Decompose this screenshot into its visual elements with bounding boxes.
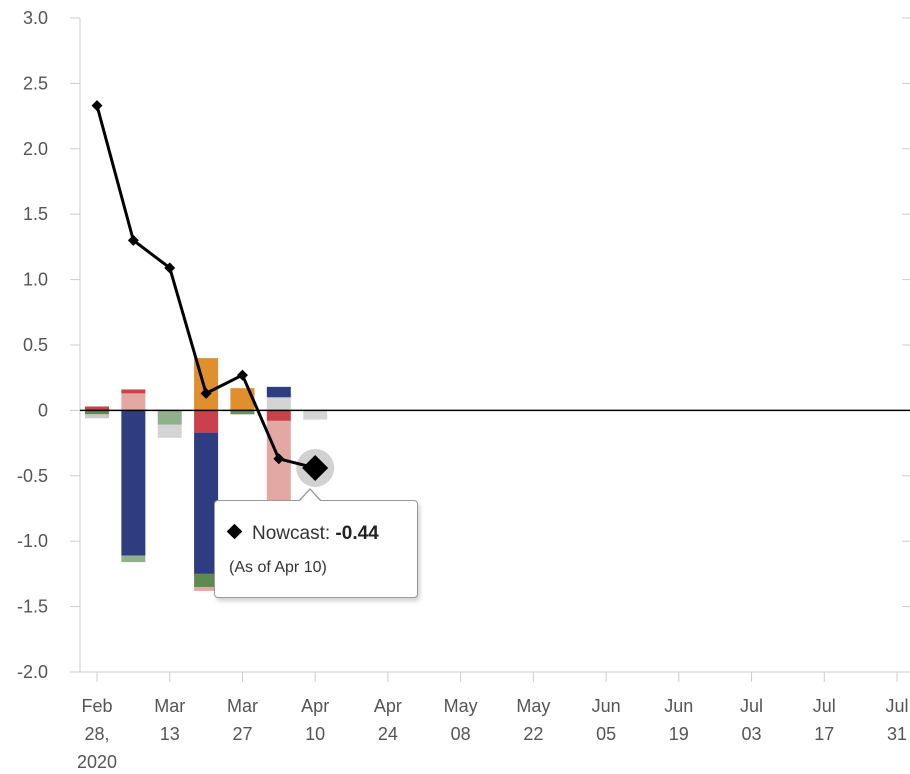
y-tick-label: 0 bbox=[38, 400, 48, 420]
bar-segment bbox=[230, 410, 255, 415]
x-tick-label: Apr bbox=[301, 696, 329, 716]
nowcast-point[interactable] bbox=[127, 234, 139, 246]
y-tick-label: 3.0 bbox=[23, 8, 48, 28]
bar-segment bbox=[85, 410, 109, 415]
x-tick-label: Jul bbox=[813, 696, 836, 716]
bar-segment bbox=[194, 586, 219, 591]
nowcast-point[interactable] bbox=[273, 453, 285, 465]
bar-segment bbox=[85, 406, 109, 411]
x-tick-label: Mar bbox=[227, 696, 258, 716]
x-tick-label: 31 bbox=[887, 724, 907, 744]
tooltip-value-row: Nowcast: -0.44 bbox=[226, 523, 379, 545]
nowcast-point-highlighted[interactable] bbox=[302, 454, 329, 481]
y-tick-label: -1.5 bbox=[17, 597, 48, 617]
x-tick-label: 2020 bbox=[77, 752, 117, 772]
nowcast-point[interactable] bbox=[91, 100, 103, 112]
x-tick-label: 27 bbox=[232, 724, 252, 744]
bar-segment bbox=[121, 393, 146, 411]
bar-segment bbox=[266, 410, 291, 421]
x-tick-label: 03 bbox=[742, 724, 762, 744]
tooltip-value: -0.44 bbox=[335, 523, 379, 544]
bar-segment bbox=[266, 397, 291, 411]
y-tick-label: 2.0 bbox=[23, 139, 48, 159]
x-tick-label: May bbox=[516, 696, 550, 716]
x-tick-label: Jul bbox=[885, 696, 908, 716]
y-tick-label: 1.5 bbox=[23, 204, 48, 224]
y-tick-label: 2.5 bbox=[23, 73, 48, 93]
nowcast-tooltip: Nowcast: -0.44 (As of Apr 10) bbox=[214, 500, 418, 598]
nowcast-point[interactable] bbox=[200, 387, 212, 399]
bar-segment bbox=[157, 410, 182, 425]
x-tick-label: 28, bbox=[84, 724, 109, 744]
x-tick-label: 22 bbox=[523, 724, 543, 744]
x-tick-label: 10 bbox=[305, 724, 325, 744]
y-tick-label: 1.0 bbox=[23, 270, 48, 290]
bar-segment bbox=[266, 420, 291, 510]
diamond-marker-icon bbox=[226, 523, 243, 540]
y-tick-label: 0.5 bbox=[23, 335, 48, 355]
bar-segment bbox=[303, 410, 328, 420]
nowcast-point[interactable] bbox=[236, 369, 248, 381]
x-tick-label: 13 bbox=[160, 724, 180, 744]
y-tick-label: -2.0 bbox=[17, 662, 48, 682]
bar-segment bbox=[121, 389, 146, 394]
x-tick-label: 24 bbox=[378, 724, 398, 744]
tooltip-label: Nowcast: bbox=[252, 523, 331, 544]
nowcast-point[interactable] bbox=[164, 262, 176, 274]
bar-segment bbox=[194, 410, 219, 433]
x-tick-label: 17 bbox=[814, 724, 834, 744]
bar-segment bbox=[266, 386, 291, 398]
bar-segment bbox=[230, 388, 255, 411]
x-tick-label: Jun bbox=[592, 696, 621, 716]
bar-segment bbox=[157, 424, 182, 438]
y-tick-label: -0.5 bbox=[17, 466, 48, 486]
y-tick-label: -1.0 bbox=[17, 531, 48, 551]
bar-segment bbox=[121, 410, 146, 556]
x-tick-label: May bbox=[444, 696, 478, 716]
bar-segment bbox=[194, 573, 219, 587]
x-tick-label: Feb bbox=[81, 696, 112, 716]
tooltip-pointer-inner bbox=[299, 490, 321, 502]
x-tick-label: 08 bbox=[451, 724, 471, 744]
x-tick-label: Mar bbox=[154, 696, 185, 716]
bar-segment bbox=[121, 555, 146, 563]
x-tick-label: 19 bbox=[669, 724, 689, 744]
x-tick-label: Apr bbox=[374, 696, 402, 716]
x-tick-label: Jun bbox=[664, 696, 693, 716]
x-tick-label: Jul bbox=[740, 696, 763, 716]
bar-segment bbox=[85, 414, 109, 419]
tooltip-note: (As of Apr 10) bbox=[229, 559, 327, 576]
x-tick-label: 05 bbox=[596, 724, 616, 744]
